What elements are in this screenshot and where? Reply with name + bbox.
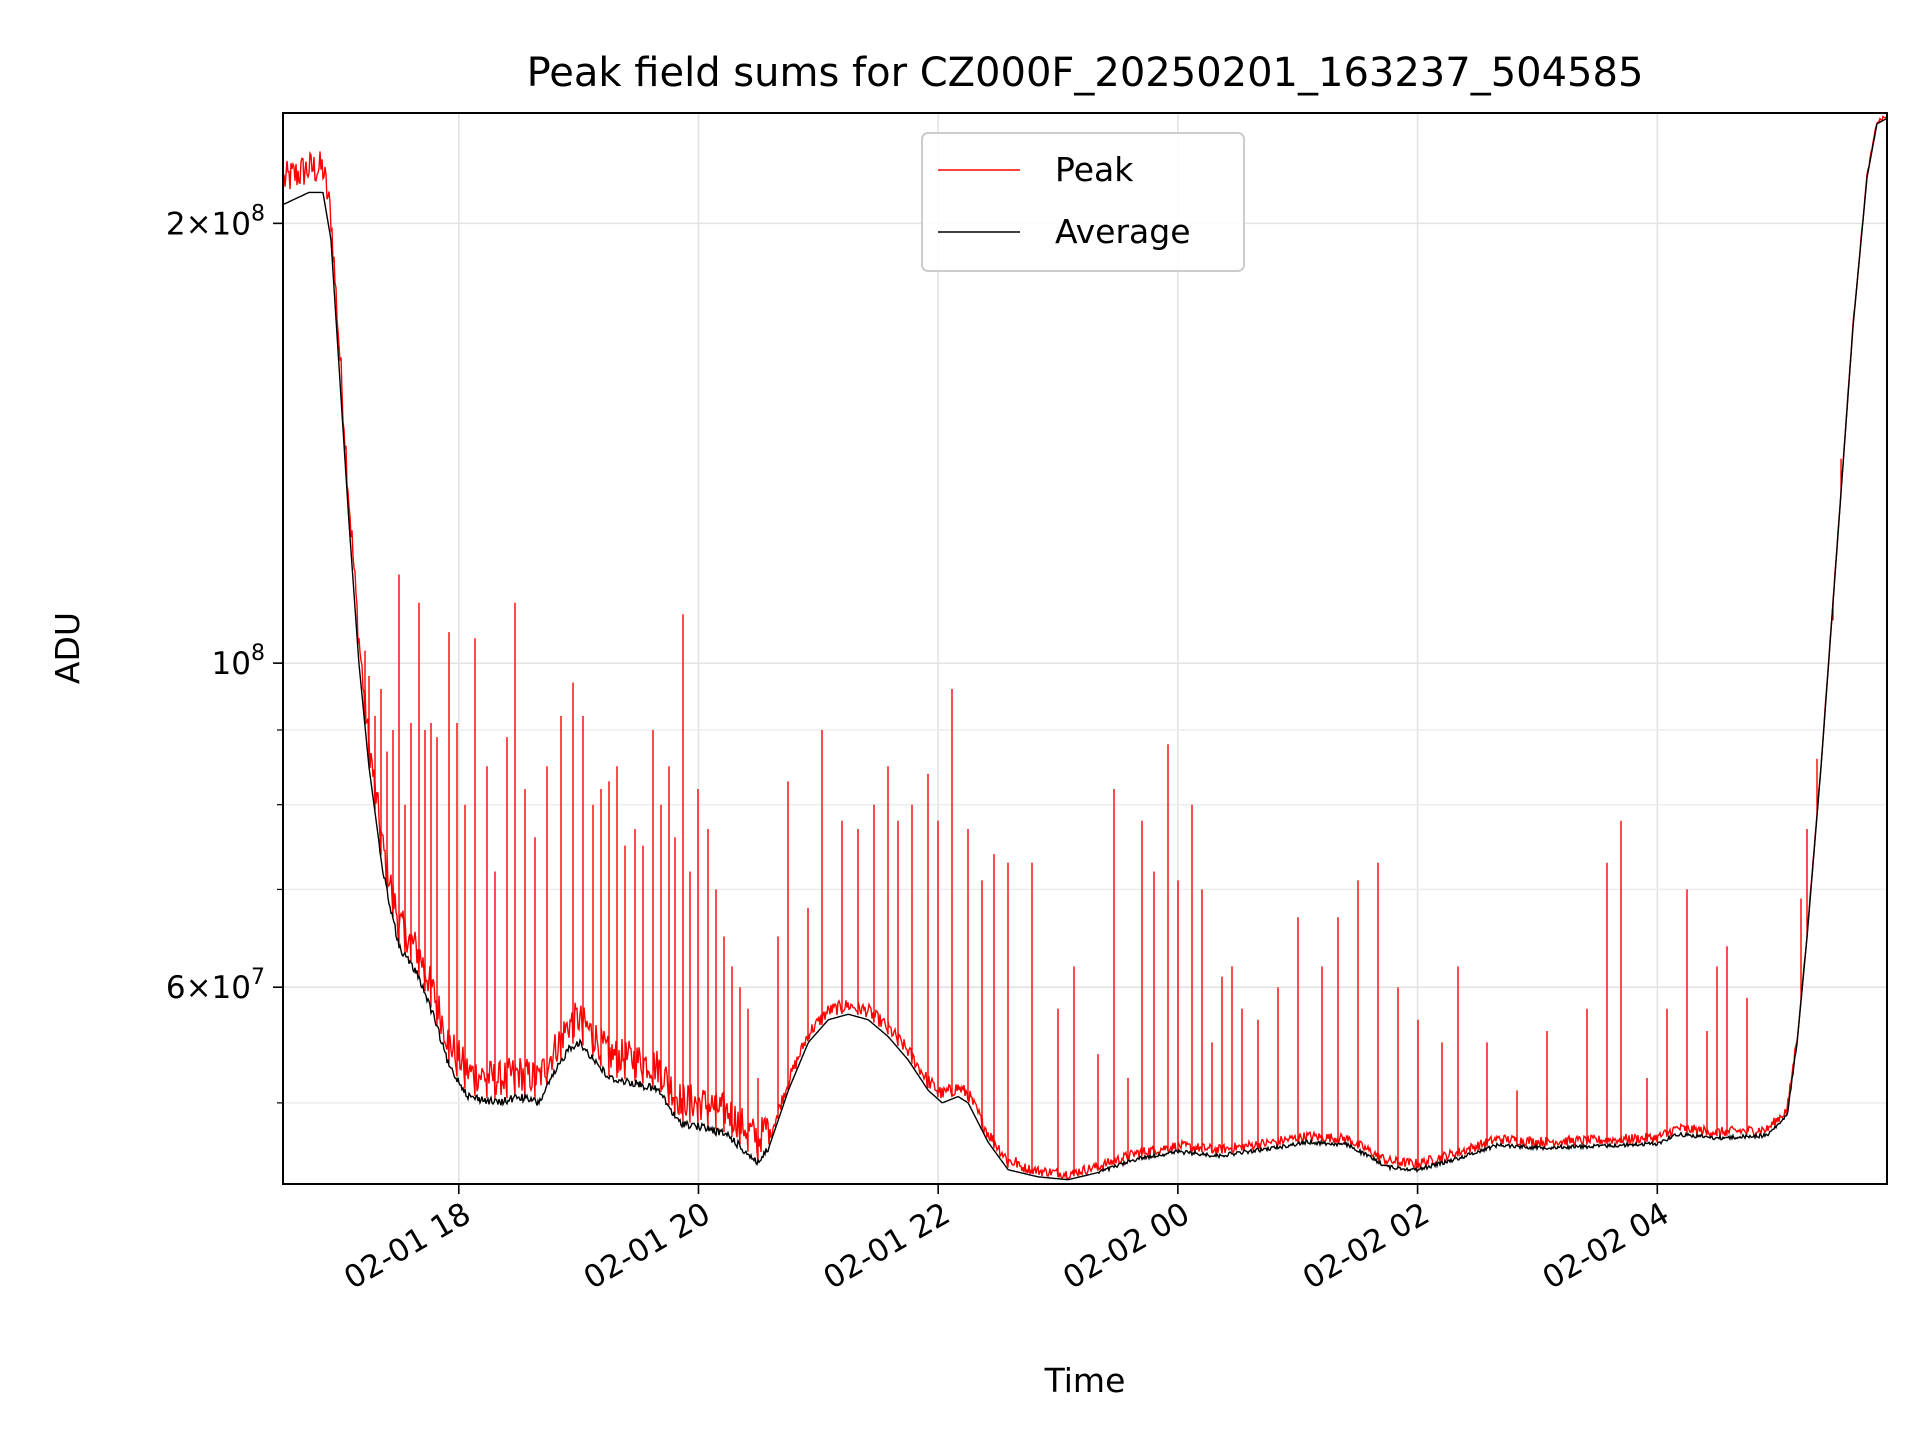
x-axis: 02-01 18 02-01 20 02-01 22 02-02 00 02-02 02… — [338, 1184, 1675, 1297]
y-tick-label: 108 — [212, 641, 265, 682]
x-tick-label: 02-01 18 — [338, 1196, 477, 1297]
x-tick-label: 02-02 00 — [1057, 1196, 1196, 1297]
series-peak-line — [283, 115, 1886, 1180]
y-tick-label: 6×107 — [166, 965, 265, 1006]
chart-title: Peak field sums for CZ000F_20250201_1632… — [527, 50, 1644, 96]
legend: Peak Average — [921, 132, 1245, 272]
x-tick-label: 02-02 02 — [1297, 1196, 1436, 1297]
legend-label-peak: Peak — [1055, 150, 1134, 189]
series-average-line — [283, 118, 1887, 1181]
y-axis: 2×108 108 6×107 — [166, 201, 283, 1104]
legend-label-average: Average — [1055, 212, 1191, 251]
plot-frame — [282, 112, 1888, 1185]
y-axis-label: ADU — [48, 612, 87, 684]
y-tick-label: 2×108 — [166, 201, 265, 242]
x-tick-label: 02-01 20 — [578, 1196, 717, 1297]
plot-lines — [283, 115, 1887, 1181]
grid — [283, 113, 1887, 1184]
x-axis-label: Time — [1044, 1361, 1126, 1400]
x-tick-label: 02-01 22 — [817, 1196, 956, 1297]
x-tick-label: 02-02 04 — [1537, 1196, 1676, 1297]
legend-box — [921, 132, 1245, 272]
